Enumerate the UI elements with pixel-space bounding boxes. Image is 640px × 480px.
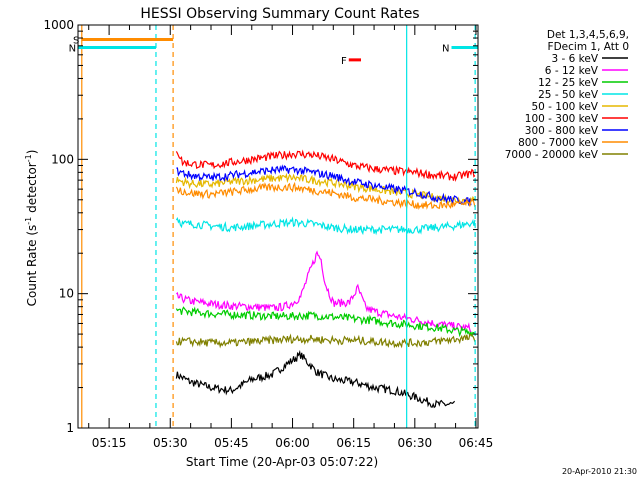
footer-date: 20-Apr-2010 21:30: [562, 467, 637, 476]
y-axis-title: Count Rate (s-1 detector-1): [24, 150, 39, 307]
x-axis-title: Start Time (20-Apr-03 05:07:22): [186, 455, 378, 469]
flag-layer: SN NF: [69, 35, 478, 67]
y-tick-label: 1: [66, 421, 74, 435]
series-line: [175, 333, 476, 349]
legend-entry-label: 25 - 50 keV: [538, 89, 599, 101]
legend-entry-label: 7000 - 20000 keV: [505, 149, 599, 161]
y-tick-label: 100: [51, 152, 74, 166]
chart-title: HESSI Observing Summary Count Rates: [140, 6, 419, 22]
plot-frame: [77, 24, 479, 429]
legend: Det 1,3,4,5,6,9, FDecim 1, Att 0 3 - 6 k…: [505, 29, 629, 161]
flag-label: N: [442, 43, 449, 54]
legend-entry-label: 100 - 300 keV: [525, 113, 599, 125]
x-tick-label: 05:15: [92, 436, 127, 450]
x-tick-label: 06:00: [275, 436, 310, 450]
y-tick-label: 1000: [43, 18, 74, 32]
series-line: [175, 349, 456, 409]
legend-header-line-2: FDecim 1, Att 0: [548, 41, 629, 53]
y-axis: 1 10 100 1000: [43, 18, 478, 435]
series-layer: [81, 25, 476, 428]
flag-label: N: [69, 43, 76, 54]
flag-label: F: [341, 56, 347, 67]
legend-entry-label: 800 - 7000 keV: [518, 137, 599, 149]
x-tick-label: 06:45: [459, 436, 494, 450]
series-line: [175, 181, 476, 211]
series-line: [175, 216, 476, 236]
legend-entry-label: 300 - 800 keV: [525, 125, 599, 137]
legend-entry-label: 6 - 12 keV: [545, 65, 599, 77]
x-tick-label: 06:15: [336, 436, 371, 450]
series-line: [175, 250, 472, 333]
series-line: [175, 149, 476, 182]
legend-entry-label: 3 - 6 keV: [551, 53, 598, 65]
y-tick-label: 10: [59, 287, 74, 301]
x-tick-label: 06:30: [398, 436, 433, 450]
flag-label: S: [73, 35, 79, 46]
legend-entry-label: 12 - 25 keV: [538, 77, 599, 89]
series-line: [176, 164, 472, 206]
x-tick-label: 05:45: [214, 436, 249, 450]
legend-header-line-1: Det 1,3,4,5,6,9,: [547, 29, 629, 41]
x-axis: 05:15 05:30 05:45 06:00 06:15 06:30 06:45: [88, 25, 494, 450]
legend-entry-label: 50 - 100 keV: [531, 101, 598, 113]
x-tick-label: 05:30: [153, 436, 188, 450]
series-line: [175, 306, 476, 338]
